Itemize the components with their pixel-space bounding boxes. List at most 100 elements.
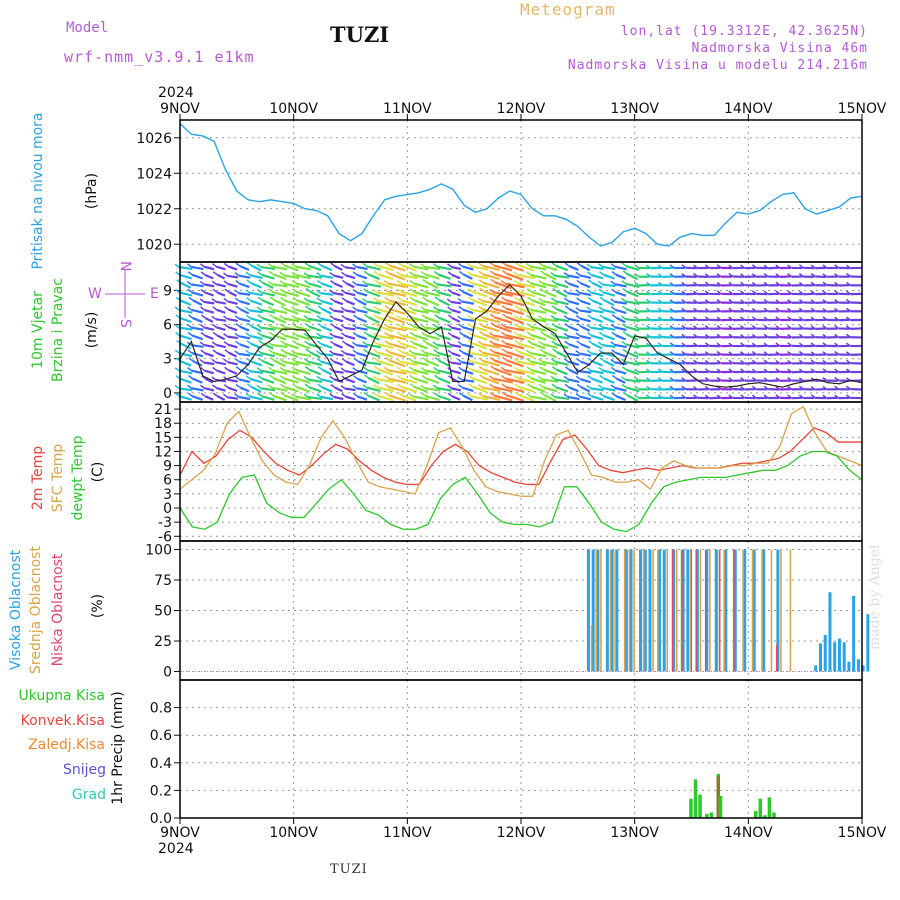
wind-arrow — [400, 377, 418, 384]
wind-arrow-head — [329, 297, 335, 302]
wind-arrow-head — [246, 279, 252, 284]
wind-arrow — [472, 342, 488, 350]
wind-arrow-head — [716, 273, 722, 278]
wind-arrow — [283, 369, 300, 375]
elevation-label: Nadmorska Visina 46m — [691, 41, 868, 56]
wind-arrow-head — [279, 366, 285, 371]
wind-arrow — [482, 299, 501, 306]
wind-arrow-head — [798, 290, 804, 295]
wind-arrow-head — [551, 322, 557, 328]
wind-arrow-head — [740, 385, 746, 391]
wind-arrow-head — [478, 314, 484, 319]
wind-arrow-head — [599, 314, 605, 319]
wind-arrow-head — [397, 305, 403, 310]
wind-arrow — [284, 299, 299, 306]
wind-arrow-head — [448, 314, 453, 319]
wind-arrow-head — [352, 349, 358, 354]
wind-arrow — [400, 334, 418, 341]
wind-arrow-head — [704, 394, 710, 399]
wind-arrow-head — [458, 305, 464, 311]
wind-arrow-head — [268, 288, 274, 293]
wind-arrow — [530, 317, 547, 323]
wind-arrow — [239, 300, 250, 306]
wind-arrow — [461, 282, 474, 288]
wind-arrow-head — [798, 281, 804, 287]
wind-arrow-head — [212, 288, 218, 293]
wind-arrow — [602, 326, 616, 331]
high-cloud-bar — [856, 659, 860, 672]
wind-arrow-head — [396, 366, 402, 371]
wind-arrow-head — [269, 313, 275, 319]
wind-arrow-head — [200, 306, 206, 311]
wind-arrow-head — [845, 351, 851, 356]
wind-arrow-head — [551, 262, 557, 267]
wind-arrow-head — [279, 288, 285, 293]
wind-arrow — [283, 317, 300, 323]
wind-arrow-head — [763, 264, 769, 269]
wind-arrow-head — [372, 288, 378, 294]
wind-arrow — [345, 378, 356, 384]
wind-arrow-head — [269, 296, 275, 301]
compass-s-label: S — [117, 319, 133, 328]
wind-arrow — [471, 352, 489, 358]
wind-arrow-head — [822, 333, 828, 339]
wind-arrow-head — [433, 349, 439, 354]
wind-arrow — [389, 272, 406, 281]
wind-arrow — [250, 264, 262, 272]
wind-arrow-head — [513, 374, 519, 380]
wind-arrow — [493, 394, 513, 402]
wind-arrow — [261, 395, 275, 401]
wind-arrow-head — [552, 348, 558, 353]
wind-arrow — [216, 308, 226, 314]
wind-arrow-head — [564, 262, 570, 267]
wind-arrow — [505, 377, 525, 384]
wind-arrow — [413, 385, 428, 393]
wind-arrow-head — [588, 279, 594, 284]
wind-arrow — [272, 369, 288, 375]
wind-arrow-head — [704, 325, 710, 330]
wind-arrow — [239, 325, 250, 332]
wind-arrow-head — [187, 306, 193, 311]
wind-arrow-head — [539, 366, 545, 371]
wind-arrow-head — [373, 348, 379, 354]
wind-arrow — [295, 282, 311, 289]
wind-arrow-head — [175, 392, 181, 397]
wind-arrow-head — [564, 366, 570, 371]
wind-arrow — [591, 395, 604, 401]
wind-arrow — [204, 291, 214, 297]
wind-arrow-head — [693, 368, 699, 373]
wind-arrow — [377, 264, 394, 272]
wind-arrow-head — [316, 375, 322, 380]
wind-arrow-head — [622, 270, 628, 275]
wind-arrow-head — [798, 342, 804, 347]
wind-arrow — [261, 291, 275, 297]
wind-arrow — [377, 386, 394, 393]
wind-arrow-head — [316, 350, 321, 355]
mid-cloud-bar — [709, 549, 711, 672]
wind-arrow — [296, 385, 311, 393]
wind-arrow-head — [681, 359, 687, 364]
wind-arrow-head — [340, 349, 346, 355]
wind-arrow-head — [822, 377, 828, 382]
wind-arrow-head — [211, 280, 217, 285]
wind-arrow — [179, 360, 192, 367]
convective-rain-bar — [716, 776, 721, 818]
wind-arrow-head — [433, 392, 439, 397]
wind-arrow — [216, 265, 226, 271]
wind-arrow — [178, 309, 193, 314]
wind-arrow — [461, 343, 474, 349]
high-cloud-bar — [847, 661, 851, 672]
wind-arrow — [483, 281, 500, 289]
wind-arrow — [308, 282, 322, 289]
wind-arrow-head — [704, 377, 710, 382]
wind-arrow-head — [634, 307, 640, 313]
wind-arrow-head — [223, 297, 229, 303]
wind-arrow-head — [526, 331, 532, 336]
wind-arrow-head — [681, 298, 687, 304]
wind-arrow-head — [420, 306, 426, 311]
wind-arrow — [615, 291, 627, 297]
wind-arrow-head — [257, 271, 263, 276]
low-cloud-bar — [671, 549, 674, 672]
wind-arrow-head — [330, 340, 335, 345]
wind-arrow-head — [374, 365, 379, 371]
